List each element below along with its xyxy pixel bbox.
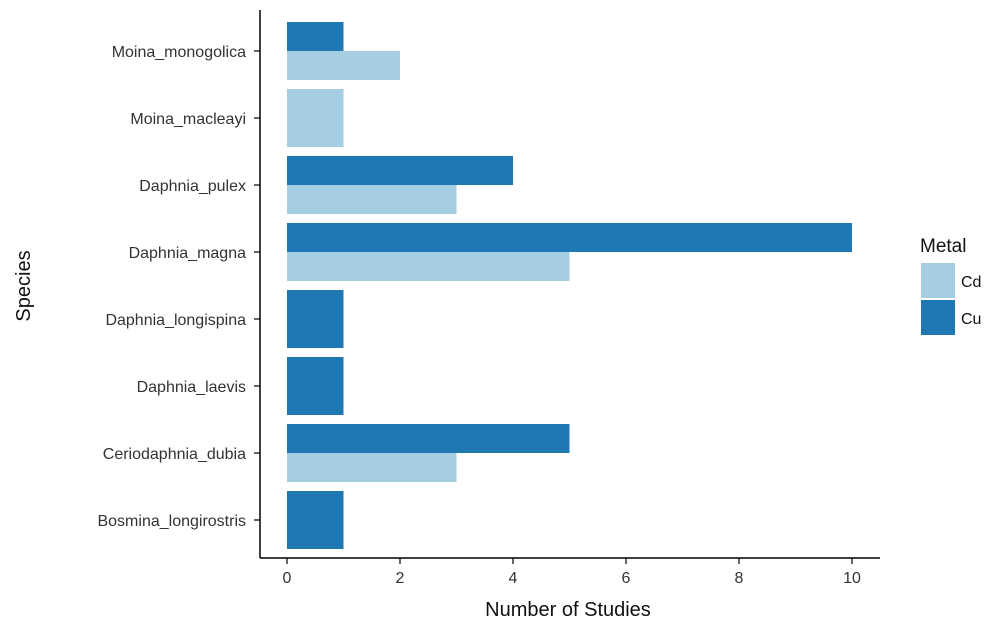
y-tick-label: Daphnia_pulex xyxy=(139,178,246,195)
x-axis-title: Number of Studies xyxy=(485,599,651,621)
y-tick-label: Daphnia_longispina xyxy=(105,312,246,329)
bar-cu-daphnia-pulex xyxy=(287,156,513,185)
y-tick-label: Daphnia_magna xyxy=(129,245,247,262)
x-tick-label: 4 xyxy=(509,570,518,587)
legend-title: Metal xyxy=(920,236,966,257)
y-tick-label: Bosmina_longirostris xyxy=(97,513,246,530)
bar-cu-moina-monogolica xyxy=(287,22,344,51)
legend-label-cd: Cd xyxy=(961,274,981,291)
x-tick-label: 6 xyxy=(622,570,631,587)
legend-items: Cd Cu xyxy=(921,263,981,335)
y-axis-title: Species xyxy=(13,250,35,321)
y-tick-label: Daphnia_laevis xyxy=(137,379,246,396)
legend-swatch-cu xyxy=(921,300,955,335)
bar-cd-moina-macleayi xyxy=(287,89,344,147)
y-tick-label: Moina_monogolica xyxy=(112,44,246,61)
bar-cd-moina-monogolica xyxy=(287,51,400,80)
bar-cu-ceriodaphnia-dubia xyxy=(287,424,570,453)
legend-label-cu: Cu xyxy=(961,311,981,328)
x-tick-label: 10 xyxy=(843,570,861,587)
bar-cu-bosmina-longirostris xyxy=(287,491,344,549)
bar-cd-daphnia-pulex xyxy=(287,185,457,214)
bar-cu-daphnia-magna xyxy=(287,223,852,252)
bar-cd-daphnia-magna xyxy=(287,252,570,281)
x-tick-label: 8 xyxy=(735,570,744,587)
x-tick-label: 2 xyxy=(396,570,405,587)
bar-cd-ceriodaphnia-dubia xyxy=(287,453,457,482)
legend: Metal Cd Cu xyxy=(920,236,981,335)
bar-cu-daphnia-laevis xyxy=(287,357,344,415)
bars-layer xyxy=(287,22,852,549)
ticks-layer: Moina_monogolica Moina_macleayi Daphnia_pu… xyxy=(97,44,861,587)
bar-cu-daphnia-longispina xyxy=(287,290,344,348)
y-tick-label: Ceriodaphnia_dubia xyxy=(103,446,246,463)
axes-layer xyxy=(259,10,880,559)
y-tick-label: Moina_macleayi xyxy=(130,111,246,128)
x-tick-label: 0 xyxy=(283,570,292,587)
legend-swatch-cd xyxy=(921,263,955,298)
